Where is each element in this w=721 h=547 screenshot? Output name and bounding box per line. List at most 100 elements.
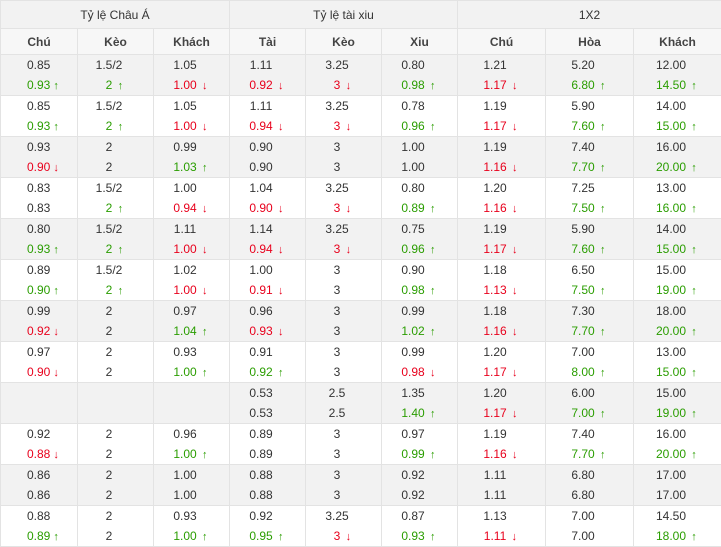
current-odds: 2 — [106, 447, 113, 461]
current-odds: 0.93 — [249, 324, 272, 338]
current-odds: 1.04 — [173, 324, 196, 338]
current-odds: 7.70 — [571, 447, 594, 461]
opening-odds: 7.00 — [571, 345, 594, 359]
current-value: 0.93↑ — [1, 75, 77, 95]
current-odds: 0.92 — [401, 488, 424, 502]
arrow-down-icon: ↓ — [343, 76, 353, 96]
current-value: 0.99↑ — [382, 444, 457, 464]
current-value: 2 — [78, 362, 153, 382]
opening-odds: 16.00 — [656, 140, 686, 154]
current-odds: 1.00 — [173, 242, 196, 256]
current-value: 6.80↑ — [546, 75, 633, 95]
arrow-down-icon: ↓ — [276, 240, 286, 260]
current-odds: 0.94 — [173, 201, 196, 215]
col-header-1x2-home: Chú — [458, 29, 546, 55]
current-value: 0.96↑ — [382, 239, 457, 259]
current-value: 1.00↓ — [154, 239, 229, 259]
current-odds: 0.98 — [401, 78, 424, 92]
opening-odds: 13.00 — [656, 181, 686, 195]
current-odds: 17.00 — [656, 488, 686, 502]
opening-value: 5.90 — [546, 219, 633, 239]
current-odds: 0.90 — [249, 201, 272, 215]
current-odds: 0.93 — [27, 119, 50, 133]
opening-odds: 1.02 — [173, 263, 196, 277]
cell-1x2-draw: 6.80 6.80 — [546, 465, 634, 506]
opening-value: 5.90 — [546, 96, 633, 116]
current-value: 2 — [78, 485, 153, 505]
arrow-up-icon: ↑ — [598, 158, 608, 178]
opening-value: 16.00 — [634, 137, 721, 157]
arrow-up-icon: ↑ — [428, 527, 438, 547]
opening-odds: 3.25 — [325, 58, 348, 72]
opening-value: 2 — [78, 465, 153, 485]
current-value: 3↓ — [306, 526, 381, 546]
current-odds: 1.16 — [483, 201, 506, 215]
opening-odds: 0.86 — [27, 468, 50, 482]
arrow-down-icon: ↓ — [200, 76, 210, 96]
opening-value: 1.20 — [458, 178, 545, 198]
current-value: 0.98↑ — [382, 280, 457, 300]
opening-value: 3 — [306, 137, 381, 157]
current-value: 1.40↑ — [382, 403, 457, 423]
current-odds: 3 — [334, 283, 341, 297]
current-value: 0.53 — [230, 403, 305, 423]
current-value: 0.90↓ — [1, 157, 77, 177]
opening-odds: 3 — [334, 468, 341, 482]
current-value: 1.02↑ — [382, 321, 457, 341]
opening-odds: 1.20 — [483, 345, 506, 359]
current-value: 18.00↑ — [634, 526, 721, 546]
arrow-up-icon: ↑ — [428, 76, 438, 96]
current-odds: 1.03 — [173, 160, 196, 174]
current-odds: 0.98 — [401, 283, 424, 297]
current-value: 3↓ — [306, 239, 381, 259]
group-header-1x2: 1X2 — [458, 1, 721, 29]
current-value: 1.16↓ — [458, 198, 545, 218]
opening-odds: 1.11 — [174, 222, 196, 236]
opening-odds: 1.20 — [483, 181, 506, 195]
arrow-up-icon: ↑ — [115, 281, 125, 301]
opening-value: 0.96 — [230, 301, 305, 321]
current-value: 2↑ — [78, 116, 153, 136]
arrow-up-icon: ↑ — [598, 240, 608, 260]
opening-odds: 0.93 — [173, 509, 196, 523]
opening-odds: 6.80 — [571, 468, 594, 482]
opening-odds: 1.19 — [483, 427, 506, 441]
current-odds: 0.94 — [249, 242, 272, 256]
group-header-over-under: Tỷ lệ tài xiu — [230, 1, 458, 29]
opening-odds: 3 — [334, 263, 341, 277]
current-value: 3↓ — [306, 116, 381, 136]
current-value: 6.80 — [546, 485, 633, 505]
arrow-up-icon: ↑ — [428, 322, 438, 342]
opening-value: 1.5/2 — [78, 178, 153, 198]
current-value: 0.89↑ — [382, 198, 457, 218]
opening-value: 2 — [78, 424, 153, 444]
opening-value: 0.75 — [382, 219, 457, 239]
opening-odds: 0.97 — [173, 304, 196, 318]
current-odds: 20.00 — [656, 324, 686, 338]
arrow-down-icon: ↓ — [276, 117, 286, 137]
arrow-down-icon: ↓ — [276, 76, 286, 96]
current-odds: 2 — [106, 242, 113, 256]
